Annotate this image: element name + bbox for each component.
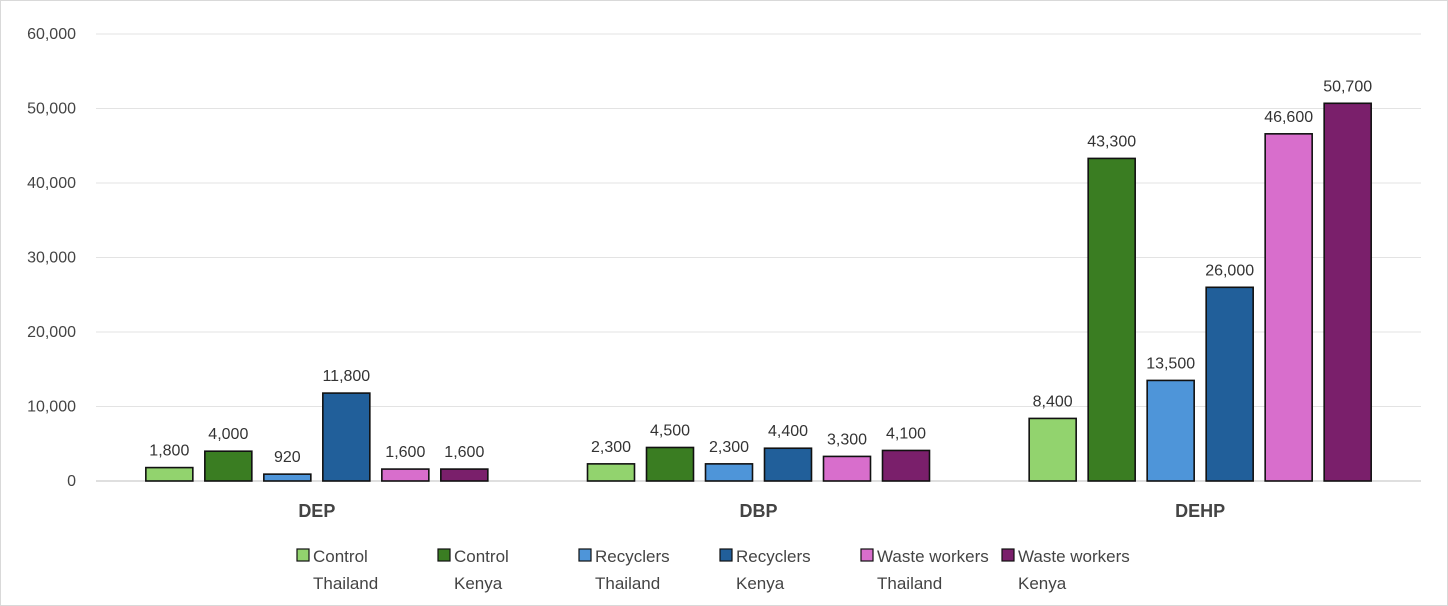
bar	[440, 468, 489, 482]
data-label: 4,400	[768, 423, 808, 440]
legend-swatch	[860, 548, 874, 562]
bar	[381, 468, 430, 482]
y-tick-label: 20,000	[27, 324, 76, 341]
legend-label-line: Control	[454, 547, 509, 566]
data-label: 4,000	[208, 426, 248, 443]
legend-label: Recyclers Thailand	[595, 547, 670, 593]
data-label: 2,300	[709, 439, 749, 456]
legend-label-line: Recyclers	[736, 547, 811, 566]
bar	[1323, 102, 1372, 482]
data-label: 46,600	[1264, 109, 1313, 126]
bar	[704, 463, 754, 482]
data-label: 43,300	[1087, 133, 1136, 150]
y-tick-label: 30,000	[27, 250, 76, 267]
bar	[1264, 133, 1313, 482]
data-label: 11,800	[322, 368, 370, 385]
legend-label: Waste workers Thailand	[877, 547, 989, 593]
legend-swatch	[719, 548, 733, 562]
bar	[586, 463, 636, 482]
y-axis: 0 10,000 20,000 30,000 40,000 50,000 60,000	[27, 26, 76, 490]
data-label: 3,300	[827, 431, 867, 448]
legend-label-line: Thailand	[595, 574, 660, 593]
legend-label-line: Kenya	[454, 574, 503, 593]
legend-label-line: Recyclers	[595, 547, 670, 566]
x-category-label: DBP	[739, 501, 777, 521]
bar	[881, 449, 931, 482]
legend-label-line: Control	[313, 547, 368, 566]
data-label: 13,500	[1146, 355, 1195, 372]
legend-label-line: Thailand	[313, 574, 378, 593]
bar	[1087, 157, 1136, 482]
legend-swatch	[578, 548, 592, 562]
data-label: 8,400	[1033, 393, 1073, 410]
data-label: 2,300	[591, 439, 631, 456]
data-label: 1,800	[149, 443, 189, 460]
data-label: 1,600	[444, 444, 484, 461]
legend-label: Waste workers Kenya	[1018, 547, 1130, 593]
bar	[1205, 286, 1254, 482]
data-label: 4,500	[650, 422, 690, 439]
bar	[1028, 417, 1077, 482]
y-tick-label: 40,000	[27, 175, 76, 192]
x-axis: DEP DBP DEHP	[298, 501, 1225, 521]
legend-label-line: Waste workers	[877, 547, 989, 566]
bar	[322, 392, 371, 482]
x-category-label: DEHP	[1175, 501, 1225, 521]
legend-label: Control Kenya	[454, 547, 509, 593]
data-label: 50,700	[1323, 78, 1372, 95]
y-tick-label: 0	[67, 473, 76, 490]
data-label: 1,600	[385, 444, 425, 461]
bar	[204, 450, 253, 482]
legend-label-line: Waste workers	[1018, 547, 1130, 566]
data-label: 920	[274, 449, 301, 466]
legend-swatch	[1001, 548, 1015, 562]
legend-label-line: Kenya	[736, 574, 785, 593]
data-label: 4,100	[886, 425, 926, 442]
legend-label: Recyclers Kenya	[736, 547, 811, 593]
legend-label-line: Thailand	[877, 574, 942, 593]
y-tick-label: 50,000	[27, 101, 76, 118]
bar	[1146, 379, 1195, 482]
y-tick-label: 10,000	[27, 399, 76, 416]
legend: Control Thailand Control Kenya Recyclers Thai…	[296, 547, 1130, 593]
bar	[645, 446, 695, 482]
bar	[145, 466, 194, 482]
legend-swatch	[296, 548, 310, 562]
legend-swatch	[437, 548, 451, 562]
bar	[822, 455, 872, 482]
gridlines	[96, 33, 1421, 482]
x-category-label: DEP	[298, 501, 335, 521]
bar	[763, 447, 813, 482]
data-labels: 1,800 4,000 920 11,800 1,600 1,600 2,300 4,500 2…	[149, 78, 1372, 466]
legend-label-line: Kenya	[1018, 574, 1067, 593]
data-label: 26,000	[1205, 262, 1254, 279]
legend-label: Control Thailand	[313, 547, 378, 593]
y-tick-label: 60,000	[27, 26, 76, 43]
bars	[145, 102, 1372, 482]
bar	[263, 473, 312, 482]
